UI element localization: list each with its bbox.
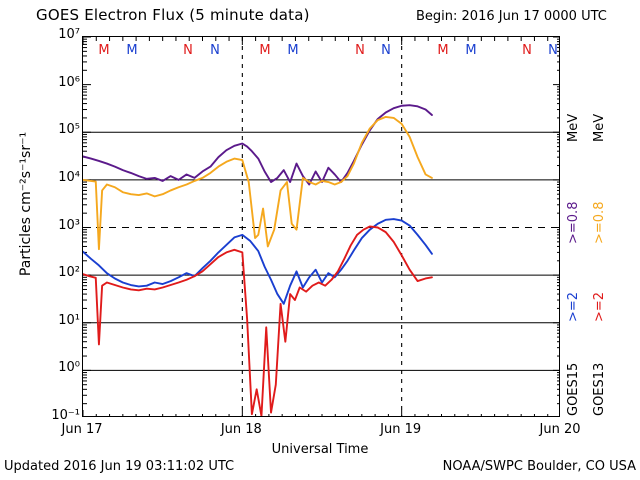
event-marker-m: M <box>259 43 271 58</box>
y-tick-label: 10⁷ <box>58 27 80 42</box>
y-axis-ticks: 10⁷ 10⁶ 10⁵ 10⁴ 10³ 10² 10¹ 10⁰ 10⁻¹ <box>24 27 80 423</box>
event-marker-m: M <box>98 43 110 58</box>
source-credit: NOAA/SWPC Boulder, CO USA <box>442 459 636 474</box>
event-marker-n: N <box>210 43 220 58</box>
series-line <box>83 225 433 416</box>
series-line <box>83 218 433 305</box>
legend-satellite: GOES15 <box>566 362 581 416</box>
y-axis-title: Particles cm⁻²s⁻¹sr⁻¹ <box>18 131 34 277</box>
x-tick-label: Jun 19 <box>380 422 422 437</box>
legend-satellite: GOES13 <box>592 362 607 416</box>
x-tick-label: Jun 18 <box>220 422 262 437</box>
updated-timestamp: Updated 2016 Jun 19 03:11:02 UTC <box>4 459 235 474</box>
event-marker-n: N <box>183 43 193 58</box>
x-tick-label: Jun 17 <box>61 422 103 437</box>
y-tick-label: 10⁰ <box>58 360 80 376</box>
y-tick-label: 10² <box>58 265 80 281</box>
event-marker-n: N <box>381 43 391 58</box>
begin-time-label: Begin: 2016 Jun 17 0000 UTC <box>416 9 607 24</box>
event-marker-n: N <box>522 43 532 58</box>
legend: MeV >=0.8 >=2 GOES15 MeV >=0.8 >=2 GOES13 <box>566 36 640 417</box>
legend-column-goes13: MeV >=0.8 >=2 GOES13 <box>592 36 614 417</box>
event-marker-m: M <box>437 43 449 58</box>
plot-area <box>82 36 560 417</box>
series-line <box>83 104 433 186</box>
event-marker-m: M <box>465 43 477 58</box>
event-marker-n: N <box>355 43 365 58</box>
y-tick-label: 10⁵ <box>58 122 80 138</box>
y-tick-label: 10³ <box>58 217 80 233</box>
x-axis-title: Universal Time <box>271 442 369 457</box>
event-marker-m: M <box>287 43 299 58</box>
x-axis-ticks: Jun 17 Jun 18 Jun 19 Jun 20 <box>0 420 640 440</box>
event-marker-n: N <box>548 43 558 58</box>
y-tick-label: 10⁶ <box>58 74 80 90</box>
chart-canvas <box>83 37 559 416</box>
y-tick-label: 10⁻¹ <box>51 408 80 423</box>
event-marker-m: M <box>126 43 138 58</box>
x-tick-label: Jun 20 <box>539 422 581 437</box>
series-line <box>83 115 433 251</box>
legend-column-goes15: MeV >=0.8 >=2 GOES15 <box>566 36 588 417</box>
y-tick-label: 10¹ <box>58 312 80 328</box>
page-title: GOES Electron Flux (5 minute data) <box>36 6 310 24</box>
y-tick-label: 10⁴ <box>58 169 80 185</box>
